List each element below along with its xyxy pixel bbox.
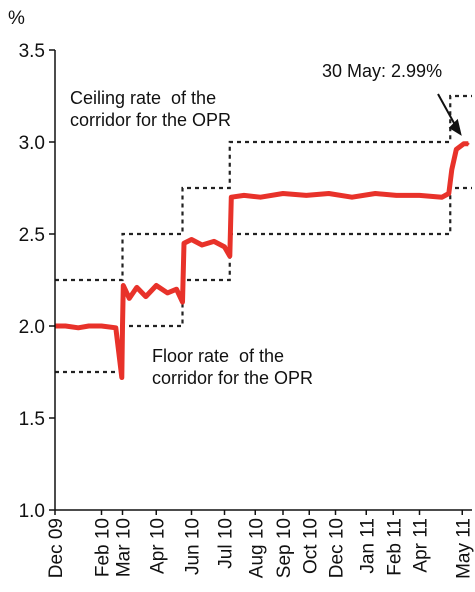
data-point-15 (181, 300, 184, 304)
data-point-32 (440, 196, 444, 199)
x-tick-label: Sep 10 (274, 518, 295, 578)
data-point-9 (128, 297, 131, 300)
data-point-34 (450, 168, 453, 171)
data-point-23 (242, 194, 246, 197)
data-point-10 (135, 286, 138, 289)
x-tick-label: Jun 10 (183, 518, 204, 575)
data-point-16 (182, 242, 186, 245)
x-tick-label: Oct 10 (300, 518, 321, 574)
data-point-17 (190, 238, 193, 241)
data-point-22 (230, 196, 233, 199)
data-point-30 (395, 194, 398, 197)
data-point-11 (144, 295, 147, 298)
data-point-13 (166, 291, 169, 295)
ceiling-corridor-line (55, 94, 472, 282)
data-point-31 (418, 194, 421, 197)
y-tick-label: 3.5 (19, 41, 45, 62)
data-point-33 (447, 192, 450, 195)
y-tick-label: 2.0 (19, 317, 45, 338)
x-tick-label: Feb 10 (93, 518, 114, 577)
data-point-28 (350, 196, 354, 199)
ceiling-annotation: Ceiling rate of the corridor for the OPR (70, 88, 232, 130)
y-tick-label: 2.5 (19, 225, 45, 246)
x-tick-label: Jul 10 (216, 518, 237, 569)
data-point-5 (114, 326, 118, 329)
data-point-3 (87, 324, 91, 328)
data-point-2 (77, 326, 80, 329)
data-point-27 (327, 192, 330, 195)
data-point-36 (462, 142, 465, 145)
data-point-19 (212, 240, 216, 243)
data-point-26 (305, 194, 308, 197)
data-point-18 (200, 243, 204, 247)
data-point-21 (228, 254, 231, 258)
x-tick-label: Apr 11 (411, 518, 432, 573)
y-axis-unit-label: % (8, 8, 25, 29)
data-point-25 (281, 192, 285, 195)
x-tick-label: May 11 (453, 518, 474, 579)
data-point-14 (175, 288, 178, 291)
data-point-24 (259, 196, 262, 199)
data-point-1 (64, 324, 67, 328)
floor-annotation: Floor rate of the corridor for the OPR (152, 346, 314, 388)
x-tick-label: Mar 10 (114, 518, 135, 577)
y-tick-label: 3.0 (19, 133, 45, 154)
x-tick-label: Dec 10 (327, 518, 348, 578)
data-point-29 (374, 192, 377, 195)
series-line-0 (55, 141, 469, 380)
data-point-6 (120, 376, 124, 379)
data-point-12 (155, 284, 158, 287)
x-tick-label: Aug 10 (246, 518, 267, 578)
data-point-35 (455, 148, 458, 151)
annotation-arrow-head (448, 118, 462, 136)
data-point-8 (122, 284, 125, 287)
x-tick-label: Feb 11 (384, 518, 405, 576)
x-tick-label: Jan 11 (357, 518, 378, 574)
data-point-4 (100, 324, 103, 328)
data-point-7 (121, 324, 124, 328)
y-tick-label: 1.5 (19, 409, 45, 430)
last-value-annotation: 30 May: 2.99% (322, 61, 443, 81)
x-tick-label: Apr 10 (147, 518, 168, 574)
y-tick-label: 1.0 (19, 501, 45, 522)
data-point-20 (223, 245, 226, 249)
x-tick-label: Dec 09 (46, 518, 67, 578)
data-point-37 (467, 142, 470, 145)
